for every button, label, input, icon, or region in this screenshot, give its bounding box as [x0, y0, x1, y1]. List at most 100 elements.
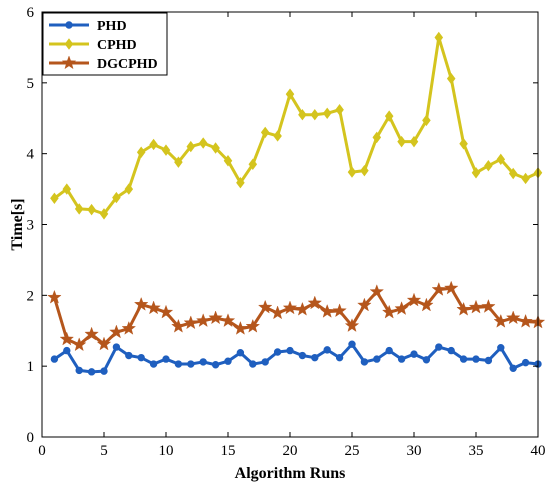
data-point-phd [100, 367, 108, 375]
data-point-cphd [74, 203, 84, 215]
data-point-dgcphd [171, 318, 186, 333]
data-point-phd [286, 346, 294, 355]
data-point-phd [360, 358, 369, 366]
data-point-cphd [335, 104, 344, 116]
x-tick-label: 35 [469, 443, 484, 459]
data-point-cphd [124, 183, 134, 195]
data-point-phd [410, 350, 418, 358]
data-point-phd [112, 343, 121, 351]
legend: PHD CPHD DGCPHD [42, 12, 168, 76]
data-point-cphd [260, 126, 270, 139]
data-point-cphd [397, 135, 406, 148]
data-point-phd [50, 355, 59, 363]
data-point-cphd [149, 138, 158, 151]
data-point-phd [63, 346, 71, 355]
series-cphd [50, 31, 543, 220]
y-tick-label: 6 [27, 5, 35, 21]
data-point-dgcphd [319, 304, 335, 318]
data-point-cphd [198, 137, 208, 149]
data-point-dgcphd [332, 303, 347, 318]
data-point-phd [509, 364, 517, 372]
data-point-cphd [484, 160, 493, 172]
y-axis-label: Time[s] [9, 198, 26, 250]
y-tick-label: 3 [27, 218, 35, 234]
data-point-cphd [236, 177, 245, 189]
data-point-dgcphd [183, 315, 199, 330]
legend-label-cphd: CPHD [97, 38, 137, 53]
data-point-dgcphd [406, 292, 422, 307]
data-point-cphd [186, 140, 196, 153]
x-tick-label: 20 [283, 443, 298, 459]
data-point-dgcphd [357, 297, 372, 312]
data-point-cphd [273, 130, 282, 142]
data-point-phd [422, 356, 431, 364]
data-point-dgcphd [419, 297, 434, 312]
data-point-phd [335, 353, 344, 362]
data-point-phd [298, 351, 307, 360]
data-point-dgcphd [220, 313, 236, 327]
data-point-phd [447, 346, 455, 355]
data-point-phd [459, 355, 468, 363]
x-tick-label: 10 [159, 443, 174, 459]
data-point-phd [273, 348, 282, 356]
data-point-dgcphd [71, 337, 87, 352]
data-point-phd [137, 353, 145, 362]
x-tick-label: 40 [531, 443, 546, 459]
data-point-dgcphd [468, 299, 484, 314]
data-point-cphd [446, 72, 456, 85]
data-point-phd [261, 358, 269, 366]
series-line-cphd [53, 36, 539, 216]
data-point-phd [373, 355, 381, 363]
data-point-dgcphd [307, 295, 323, 310]
data-point-cphd [459, 138, 468, 150]
data-point-phd [187, 360, 195, 368]
legend-label-dgcphd: DGCPHD [97, 57, 158, 72]
data-point-dgcphd [431, 282, 447, 296]
data-point-phd [211, 361, 220, 369]
data-point-dgcphd [208, 310, 223, 325]
data-point-dgcphd [369, 284, 385, 298]
data-point-dgcphd [146, 300, 161, 315]
data-point-phd [521, 358, 530, 367]
data-point-dgcphd [158, 304, 174, 319]
data-point-cphd [360, 164, 369, 177]
data-point-dgcphd [257, 299, 273, 314]
data-point-dgcphd [195, 313, 211, 327]
data-point-cphd [347, 166, 357, 178]
data-point-cphd [174, 156, 183, 168]
y-tick-label: 2 [27, 288, 35, 304]
data-point-cphd [384, 110, 394, 122]
data-point-phd [125, 351, 133, 360]
data-point-cphd [161, 144, 171, 156]
data-point-cphd [422, 114, 431, 127]
y-tick-label: 1 [27, 359, 35, 375]
series-phd [50, 340, 542, 376]
data-point-cphd [521, 172, 530, 185]
data-point-phd [224, 357, 232, 365]
data-point-dgcphd [245, 318, 261, 333]
data-point-phd [199, 358, 207, 366]
series-dgcphd [47, 280, 546, 352]
x-tick-label: 25 [345, 443, 360, 459]
data-point-dgcphd [59, 331, 75, 346]
data-point-cphd [211, 142, 220, 154]
data-point-phd [236, 349, 245, 357]
x-tick-label: 30 [407, 443, 422, 459]
data-point-phd [323, 346, 331, 354]
series-line-phd [53, 342, 539, 374]
data-point-dgcphd [96, 336, 112, 351]
data-point-dgcphd [121, 321, 137, 335]
data-point-dgcphd [394, 301, 409, 315]
x-axis-label: Algorithm Runs [235, 465, 346, 482]
data-point-dgcphd [270, 305, 285, 320]
data-point-phd [385, 346, 393, 355]
legend-label-phd: PHD [97, 19, 127, 34]
data-point-cphd [62, 183, 72, 195]
data-point-cphd [409, 135, 419, 148]
data-point-cphd [298, 109, 307, 121]
x-tick-label: 5 [100, 443, 108, 459]
data-point-phd [87, 368, 96, 376]
x-tick-label: 15 [221, 443, 236, 459]
data-point-dgcphd [443, 280, 459, 295]
data-point-dgcphd [518, 313, 533, 328]
